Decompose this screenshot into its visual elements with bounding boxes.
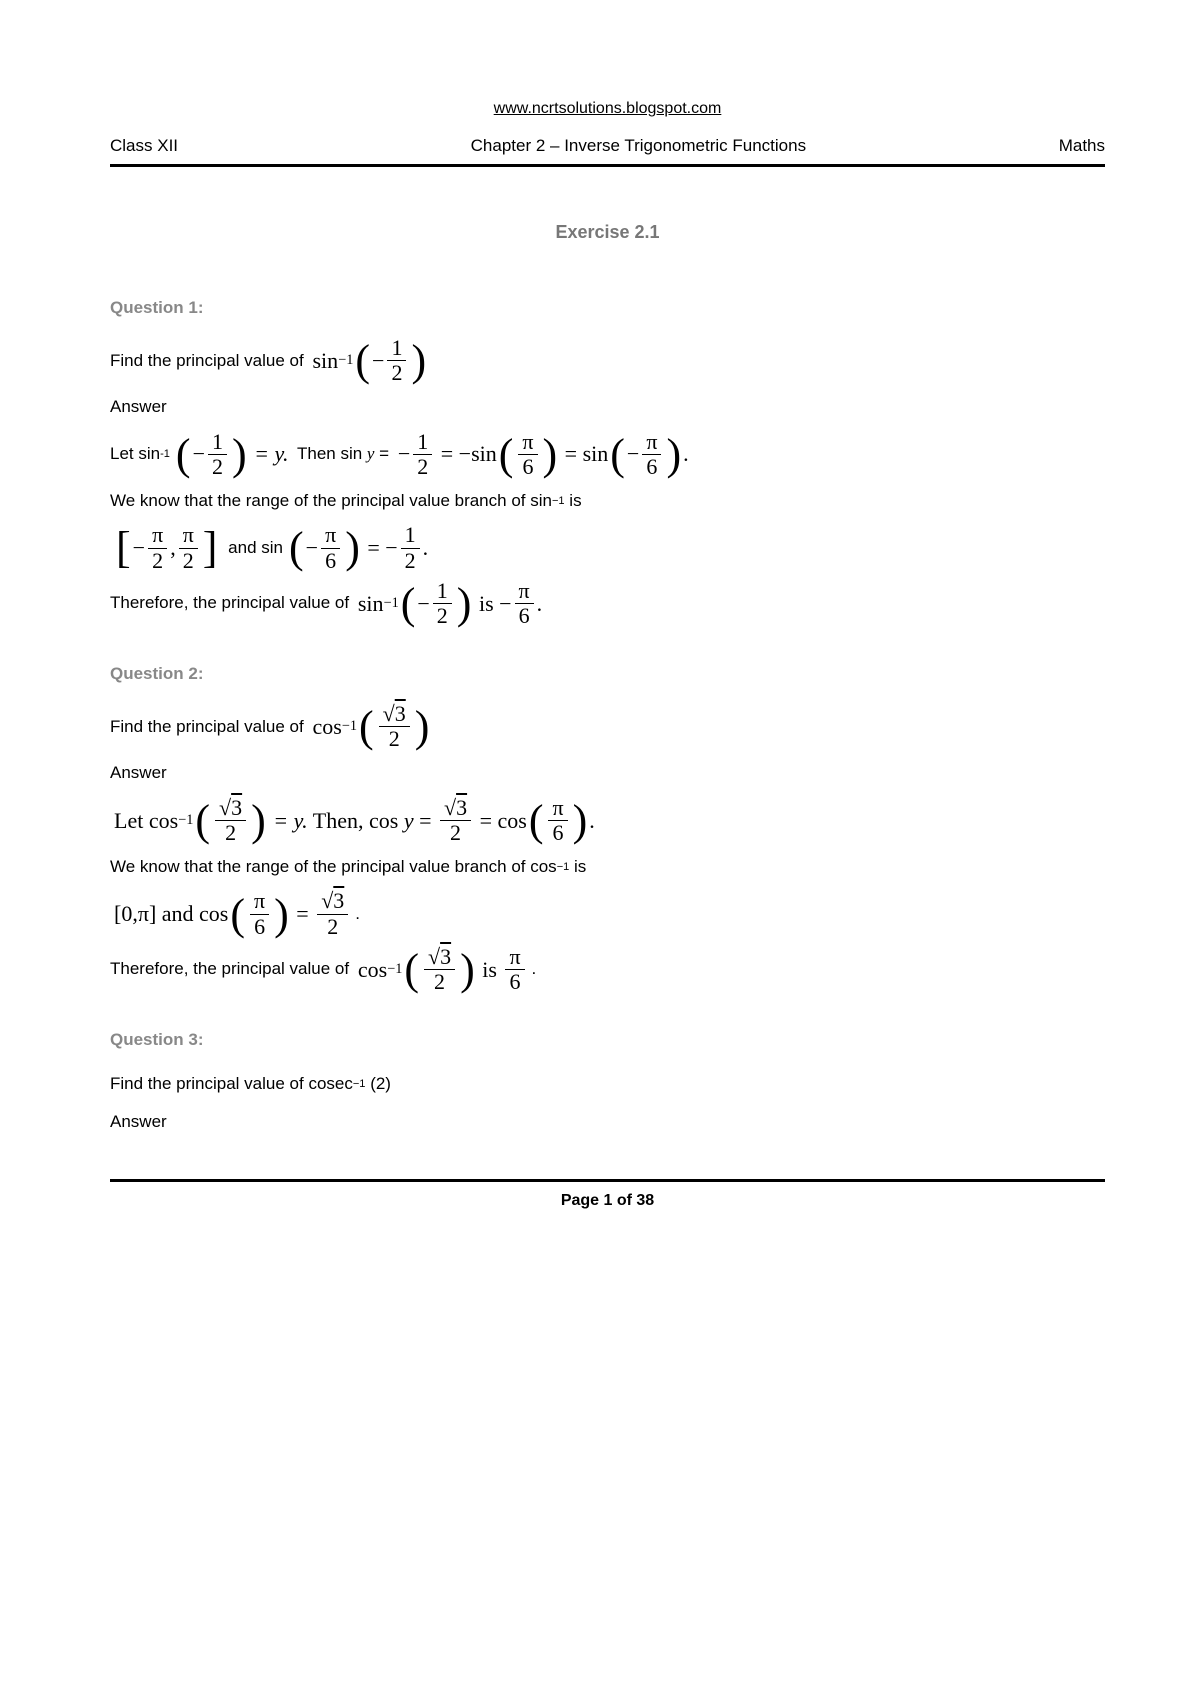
q3-find-line: Find the principal value of cosec−1 (2) [110, 1068, 1105, 1100]
q1-expr: sin−1 ( − 12 ) [312, 336, 428, 385]
q1-range-line: We know that the range of the principal … [110, 485, 1105, 517]
rbracket-icon: ] [203, 530, 218, 565]
site-url: www.ncrtsolutions.blogspot.com [110, 100, 1105, 118]
page-header: Class XII Chapter 2 – Inverse Trigonomet… [110, 128, 1105, 167]
q2-bracket-line: [0,π] and cos ( π6 ) = √32 . [110, 889, 1105, 938]
q2-range-line: We know that the range of the principal … [110, 851, 1105, 883]
question-2-heading: Question 2: [110, 664, 1105, 684]
q3-answer-label: Answer [110, 1106, 1105, 1138]
q2-let-line: Let cos−1 ( √32 ) = y. Then, cos y = √32… [110, 796, 1105, 845]
q1-therefore-line: Therefore, the principal value of sin−1 … [110, 579, 1105, 628]
question-1-heading: Question 1: [110, 298, 1105, 318]
lparen-icon: ( [355, 343, 370, 378]
q2-therefore-line: Therefore, the principal value of cos−1 … [110, 945, 1105, 994]
q1-answer-label: Answer [110, 391, 1105, 423]
q1-find-text: Find the principal value of [110, 345, 308, 377]
rparen-icon: ) [411, 343, 426, 378]
subject-label: Maths [1059, 136, 1105, 156]
document-page: www.ncrtsolutions.blogspot.com Class XII… [0, 0, 1200, 1250]
q2-answer-label: Answer [110, 757, 1105, 789]
q1-bracket-line: [ − π2 , π2 ] and sin ( − π6 ) = − 12 . [110, 523, 1105, 572]
q1-let-line: Let sin-1 ( − 12 ) = y. Then sin y = − 1… [110, 430, 1105, 479]
lbracket-icon: [ [116, 530, 131, 565]
q1-find-line: Find the principal value of sin−1 ( − 12… [110, 336, 1105, 385]
q2-find-line: Find the principal value of cos−1 ( √32 … [110, 702, 1105, 751]
class-label: Class XII [110, 136, 178, 156]
question-3-heading: Question 3: [110, 1030, 1105, 1050]
exercise-title: Exercise 2.1 [110, 222, 1105, 243]
page-number: Page 1 of 38 [110, 1192, 1105, 1210]
footer-divider: Page 1 of 38 [110, 1179, 1105, 1210]
chapter-title: Chapter 2 – Inverse Trigonometric Functi… [178, 136, 1059, 156]
